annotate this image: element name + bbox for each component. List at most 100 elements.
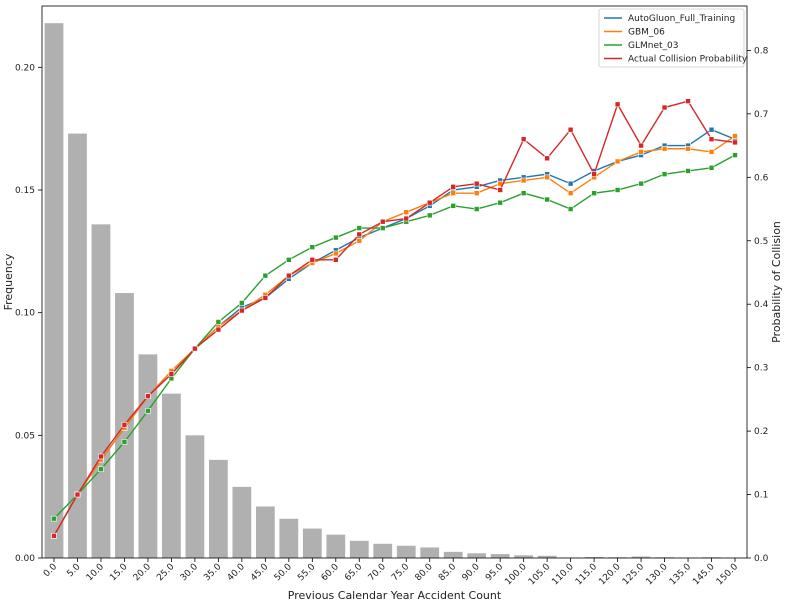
x-tick-label-24: 120.0 (597, 562, 622, 587)
bar-10 (279, 519, 298, 558)
x-tick-label-6: 30.0 (179, 562, 200, 583)
left-y-axis-ticks: 0.000.050.100.150.20 (15, 63, 42, 564)
series-1-point-12 (333, 251, 338, 256)
series-2-point-22 (568, 207, 573, 212)
series-1-point-29 (733, 134, 738, 139)
bar-8 (232, 487, 251, 558)
series-3-point-0 (52, 533, 57, 538)
series-1-point-13 (357, 238, 362, 243)
series-2-point-10 (286, 257, 291, 262)
series-2-point-9 (263, 273, 268, 278)
series-2-point-26 (662, 172, 667, 177)
x-tick-label-7: 35.0 (202, 562, 223, 583)
series-3-point-19 (498, 188, 503, 193)
series-2-point-7 (216, 319, 221, 324)
x-tick-label-17: 85.0 (437, 562, 458, 583)
series-3-point-21 (545, 156, 550, 161)
right-y-axis-ticks: 0.00.10.20.30.40.50.60.70.8 (747, 46, 769, 564)
right-tick-label-8: 0.8 (754, 46, 769, 56)
x-tick-label-9: 45.0 (249, 562, 270, 583)
left-tick-label-4: 0.20 (15, 63, 35, 73)
bar-9 (256, 506, 275, 558)
series-2-point-0 (52, 516, 57, 521)
series-3-point-11 (310, 257, 315, 262)
x-tick-label-28: 145.0 (691, 562, 716, 587)
right-tick-label-2: 0.2 (754, 427, 768, 437)
series-2-point-29 (733, 153, 738, 158)
bar-series (45, 23, 745, 558)
series-2-point-23 (592, 191, 597, 196)
x-tick-label-3: 15.0 (108, 562, 129, 583)
series-2-point-3 (122, 439, 127, 444)
series-2-point-28 (709, 165, 714, 170)
series-1-point-15 (404, 210, 409, 215)
x-tick-label-26: 130.0 (644, 562, 669, 587)
series-3-point-1 (75, 492, 80, 497)
series-3-point-20 (521, 137, 526, 142)
right-tick-label-4: 0.4 (754, 300, 769, 310)
bar-17 (444, 552, 463, 558)
series-3-point-7 (216, 327, 221, 332)
series-2-point-2 (98, 467, 103, 472)
series-2-point-13 (357, 226, 362, 231)
series-3-point-4 (145, 394, 150, 399)
series-2-point-20 (521, 191, 526, 196)
bar-5 (162, 394, 181, 558)
x-tick-label-20: 100.0 (503, 562, 528, 587)
x-axis-label: Previous Calendar Year Accident Count (288, 589, 502, 602)
bar-4 (139, 354, 158, 558)
series-2-point-16 (427, 213, 432, 218)
series-3-point-17 (451, 184, 456, 189)
x-tick-label-10: 50.0 (273, 562, 294, 583)
bar-20 (514, 555, 533, 558)
series-2-point-19 (498, 200, 503, 205)
bar-13 (350, 541, 369, 558)
series-1-point-22 (568, 191, 573, 196)
series-1-point-25 (639, 149, 644, 154)
x-tick-label-25: 125.0 (621, 562, 646, 587)
series-3-point-29 (733, 140, 738, 145)
left-tick-label-1: 0.05 (15, 431, 35, 441)
series-3-point-26 (662, 105, 667, 110)
x-tick-label-14: 70.0 (367, 562, 388, 583)
left-tick-label-2: 0.10 (15, 309, 35, 319)
bar-0 (45, 23, 64, 558)
series-3-point-28 (709, 137, 714, 142)
legend: AutoGluon_Full_TrainingGBM_06GLMnet_03Ac… (599, 9, 748, 67)
x-tick-label-15: 75.0 (390, 562, 411, 583)
series-3-point-16 (427, 200, 432, 205)
left-tick-label-3: 0.15 (15, 186, 35, 196)
legend-label-1: GBM_06 (628, 28, 665, 38)
x-tick-label-4: 20.0 (132, 562, 153, 583)
series-3-point-23 (592, 172, 597, 177)
x-tick-label-27: 135.0 (668, 562, 693, 587)
series-2-point-12 (333, 235, 338, 240)
series-3-point-10 (286, 273, 291, 278)
series-3-point-5 (169, 372, 174, 377)
x-tick-label-12: 60.0 (320, 562, 341, 583)
right-tick-label-5: 0.5 (754, 237, 768, 247)
series-2-point-17 (451, 203, 456, 208)
x-tick-label-1: 5.0 (65, 562, 82, 579)
x-tick-label-18: 90.0 (461, 562, 482, 583)
x-tick-label-22: 110.0 (550, 562, 575, 587)
bar-6 (186, 435, 205, 558)
series-3-point-12 (333, 257, 338, 262)
series-3-point-24 (615, 102, 620, 107)
bar-19 (491, 554, 510, 558)
right-tick-label-0: 0.0 (754, 554, 769, 564)
series-3-point-18 (474, 181, 479, 186)
series-2-point-4 (145, 408, 150, 413)
series-1-point-26 (662, 146, 667, 151)
series-3-point-15 (404, 216, 409, 221)
x-tick-label-0: 0.0 (42, 562, 59, 579)
series-1-point-27 (686, 146, 691, 151)
x-tick-label-13: 65.0 (343, 562, 364, 583)
right-tick-label-7: 0.7 (754, 110, 768, 120)
left-y-axis-label: Frequency (2, 253, 15, 310)
series-2-point-25 (639, 181, 644, 186)
x-tick-label-21: 105.0 (527, 562, 552, 587)
bar-18 (467, 553, 486, 558)
x-tick-label-16: 80.0 (414, 562, 435, 583)
series-3-point-8 (239, 308, 244, 313)
